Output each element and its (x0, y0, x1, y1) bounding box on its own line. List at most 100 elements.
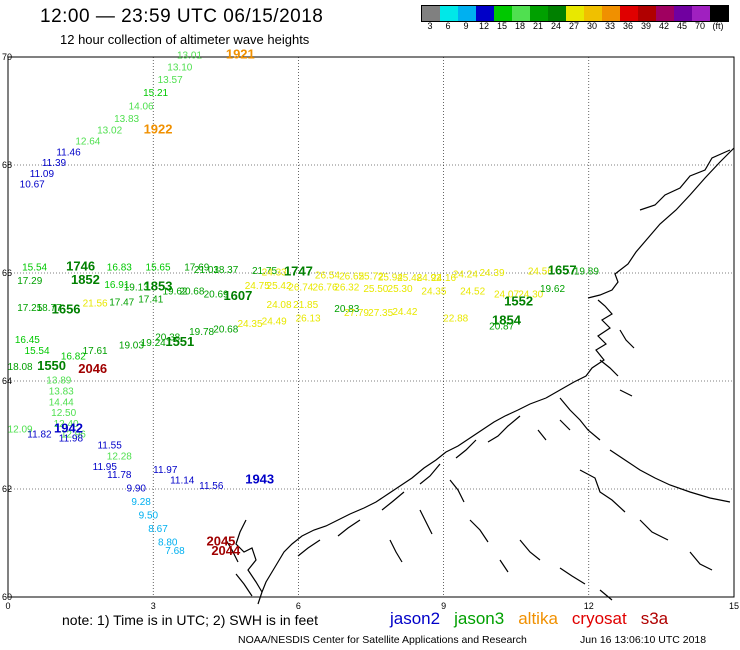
wave-height-label: 15.54 (25, 346, 50, 357)
pass-time-label: 1747 (284, 264, 313, 279)
wave-height-label: 26.13 (296, 314, 321, 325)
legend-label: 36 (622, 21, 634, 31)
wave-height-label: 14.44 (49, 397, 74, 408)
coastline (225, 147, 735, 605)
y-tick-label: 60 (2, 592, 12, 602)
wave-height-label: 11.95 (93, 462, 118, 473)
wave-height-label: 18.08 (8, 362, 33, 373)
wave-height-label: 21.03 (194, 265, 219, 276)
y-tick-label: 62 (2, 484, 12, 494)
wave-height-label: 26.65 (339, 271, 364, 282)
wave-height-label: 17.61 (83, 346, 108, 357)
wave-height-label: 19.13 (124, 282, 149, 293)
y-tick-label: 66 (2, 268, 12, 278)
y-tick-label: 68 (2, 160, 12, 170)
wave-height-label: 13.83 (114, 114, 139, 125)
wave-height-label: 8.67 (148, 524, 168, 535)
axis-tick-labels: 70 68 66 64 62 600 3 6 9 12 15 (2, 52, 739, 611)
wave-height-label: 15.54 (22, 262, 47, 273)
wave-height-label: 15.65 (146, 262, 171, 273)
pass-time-label: 1852 (71, 272, 100, 287)
wave-height-label: 25.30 (388, 284, 413, 295)
legend-label: 3 (427, 21, 433, 31)
credit-text: NOAA/NESDIS Center for Satellite Applica… (238, 634, 527, 646)
legend-swatch (530, 6, 548, 21)
wave-height-label: 11.78 (107, 470, 132, 481)
wave-height-label: 24.49 (262, 316, 287, 327)
wave-height-label: 12.28 (107, 451, 132, 462)
wave-height-label: 11.09 (30, 169, 55, 180)
satellite-legend: jason2 jason3 altika cryosat s3a (390, 609, 682, 629)
wave-height-label: 24.52 (460, 287, 485, 298)
wave-height-label: 25.48 (397, 273, 422, 284)
x-tick-label: 15 (729, 601, 739, 611)
wave-height-label: 13.02 (97, 126, 122, 137)
page-title: 12:00 — 23:59 UTC 06/15/2018 (40, 6, 324, 27)
pass-time-label: 1921 (226, 47, 255, 62)
legend-swatch (512, 6, 530, 21)
x-tick-label: 9 (441, 601, 446, 611)
pass-time-label: 2046 (78, 361, 107, 376)
pass-time-label: 1922 (144, 122, 173, 137)
wave-height-label: 20.38 (155, 333, 180, 344)
legend-label: 15 (496, 21, 508, 31)
wave-height-label: 24.56 (528, 267, 553, 278)
wave-height-label: 17.47 (109, 297, 134, 308)
wave-height-label: 24.33 (262, 268, 287, 279)
lat-lon-grid (7, 56, 735, 598)
wave-height-label: 24.92 (417, 273, 442, 284)
pass-time-label: 1942 (54, 420, 83, 435)
x-tick-label: 3 (151, 601, 156, 611)
legend-label: 21 (532, 21, 544, 31)
satellite-jason3: jason3 (454, 609, 505, 628)
pass-time-label: 1854 (492, 312, 522, 327)
x-tick-label: 0 (5, 601, 10, 611)
legend-label: 70 (694, 21, 706, 31)
y-tick-label: 70 (2, 52, 12, 62)
wave-height-label: 14.06 (129, 101, 154, 112)
wave-height-label: 12.40 (54, 419, 79, 430)
wave-height-label: 19.03 (119, 341, 144, 352)
wave-height-label: 11.97 (153, 465, 178, 476)
wave-height-label: 27.35 (368, 308, 393, 319)
wave-height-label: 21.85 (293, 300, 318, 311)
y-tick-label: 64 (2, 376, 12, 386)
wave-height-label: 19.24 (141, 338, 166, 349)
legend-swatch (710, 6, 728, 21)
wave-height-label: 11.39 (42, 158, 67, 169)
color-scale-legend (421, 5, 729, 22)
wave-height-label: 24.16 (431, 273, 456, 284)
wave-height-label: 20.68 (213, 324, 238, 335)
wave-height-label: 11.55 (97, 441, 122, 452)
wave-height-label: 11.14 (170, 476, 195, 487)
wave-height-label: 19.62 (162, 287, 187, 298)
pass-time-label: 2045 (206, 534, 235, 549)
legend-label: 6 (445, 21, 451, 31)
legend-swatch (440, 6, 458, 21)
wave-height-label: 15.21 (143, 88, 168, 99)
wave-height-label: 12.96 (61, 430, 86, 441)
note-text: note: 1) Time is in UTC; 2) SWH is in fe… (62, 612, 318, 628)
wave-height-label: 26.54 (315, 270, 340, 281)
wave-height-label: 24.07 (494, 289, 519, 300)
wave-height-label: 7.68 (165, 546, 185, 557)
legend-swatch (638, 6, 656, 21)
wave-height-label: 25.72 (358, 271, 383, 282)
legend-label: 30 (586, 21, 598, 31)
legend-label: 9 (463, 21, 469, 31)
pass-time-label: 1657 (548, 263, 577, 278)
wave-height-label: 17.69 (184, 262, 209, 273)
wave-height-label: 17.29 (17, 276, 42, 287)
legend-label: 45 (676, 21, 688, 31)
wave-height-label: 20.83 (334, 304, 359, 315)
satellite-cryosat: cryosat (571, 609, 627, 628)
wave-height-label: 9.90 (127, 484, 147, 495)
wave-height-label: 24.75 (245, 281, 270, 292)
wave-height-label: 12.64 (75, 136, 100, 147)
wave-height-label: 19.78 (189, 327, 214, 338)
pass-time-label: 1607 (223, 288, 252, 303)
legend-swatch (620, 6, 638, 21)
pass-time-label: 1853 (144, 278, 173, 293)
